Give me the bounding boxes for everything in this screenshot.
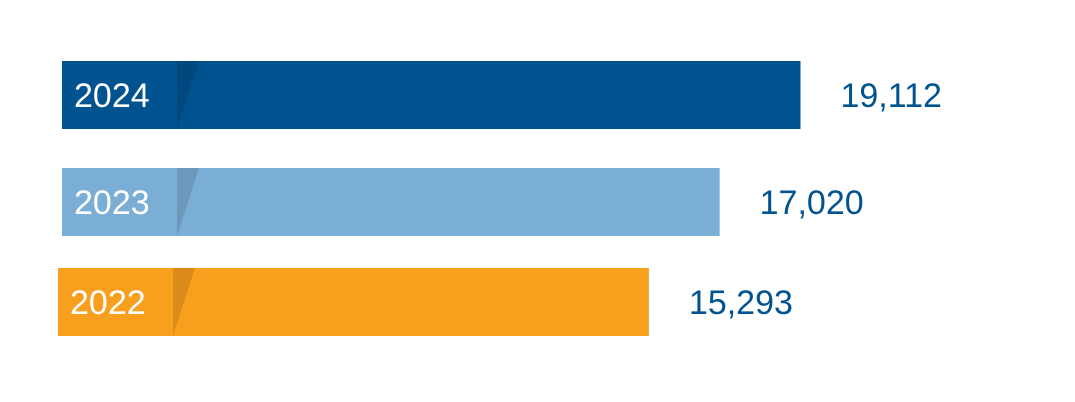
bar-category-label: 2024 bbox=[74, 77, 150, 115]
bar-category-label: 2022 bbox=[70, 284, 146, 322]
bar-row-2022: 2022 15,293 bbox=[58, 268, 793, 336]
bar-value-label: 17,020 bbox=[760, 184, 864, 222]
bar-value-label: 15,293 bbox=[689, 284, 793, 322]
bar-2023 bbox=[62, 168, 720, 236]
bar-value-label: 19,112 bbox=[840, 77, 941, 115]
bar-row-2023: 2023 17,020 bbox=[62, 168, 864, 236]
bar-fold-shade bbox=[173, 268, 195, 336]
bars-group: 2024 19,112 2023 17,020 2022 15,293 bbox=[58, 61, 942, 336]
bar-row-2024: 2024 19,112 bbox=[62, 61, 942, 129]
bar-category-label: 2023 bbox=[74, 184, 150, 222]
bar-2024 bbox=[62, 61, 801, 129]
bar-fold-shade bbox=[177, 61, 199, 129]
bar-fold-shade bbox=[177, 168, 199, 236]
bar-2022 bbox=[58, 268, 649, 336]
